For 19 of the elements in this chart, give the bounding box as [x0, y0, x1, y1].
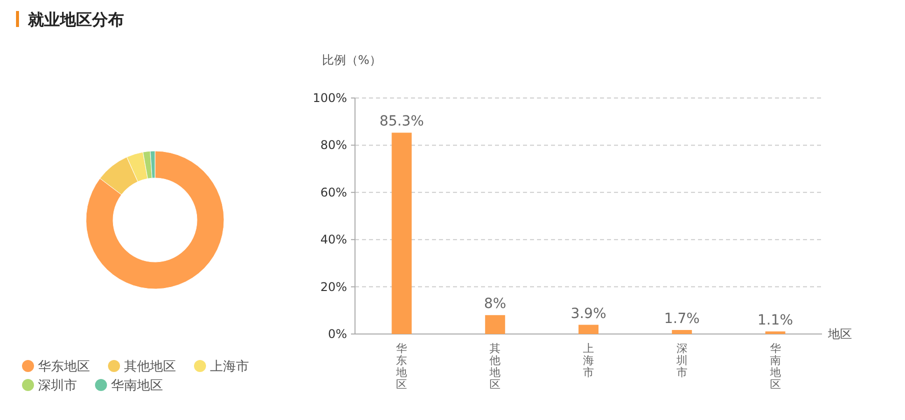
data-label: 3.9% [570, 306, 606, 322]
data-label: 1.1% [758, 312, 794, 328]
y-tick-label: 20% [320, 280, 347, 294]
x-tick-label: 华南地区 [768, 342, 781, 391]
x-tick-label: 其他地区 [488, 342, 501, 391]
x-tick-label: 深圳市 [675, 342, 688, 379]
x-axis-title: 地区 [827, 327, 852, 341]
y-tick-label: 60% [320, 185, 347, 200]
chart-title: 就业地区分布 [27, 10, 124, 29]
y-axis-title: 比例（%） [322, 53, 382, 67]
y-tick-label: 0% [328, 327, 347, 341]
y-tick-label: 40% [320, 232, 347, 247]
y-tick-label: 100% [312, 91, 347, 105]
data-label: 85.3% [379, 114, 424, 130]
y-tick-label: 80% [320, 138, 347, 152]
data-label: 8% [484, 296, 506, 312]
x-tick-label: 华东地区 [395, 342, 408, 391]
x-tick-label: 上海市 [583, 342, 594, 379]
data-label: 1.7% [664, 310, 700, 327]
